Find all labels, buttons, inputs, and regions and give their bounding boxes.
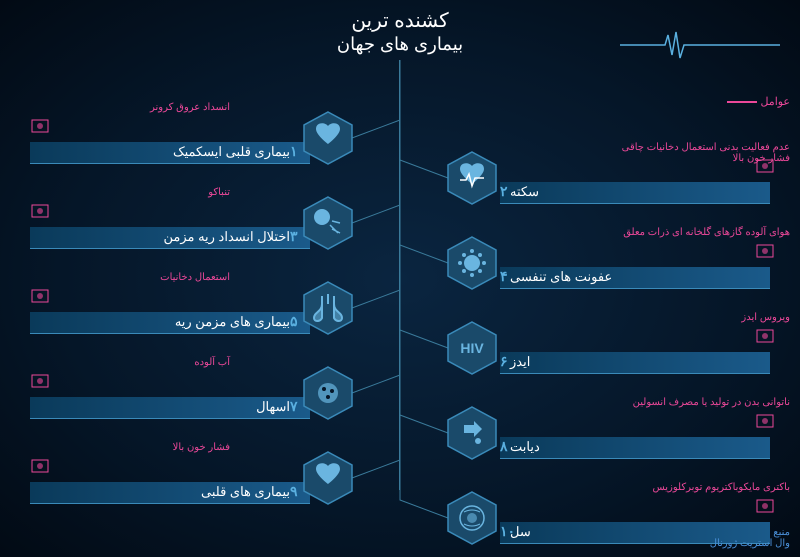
factor-icon-6 [755,326,779,351]
disease-hex-4 [444,235,500,291]
factor-icon-5 [30,286,54,311]
disease-hex-6: HIV [444,320,500,376]
legend-label: عوامل [760,96,790,108]
disease-factor-9: فشار خون بالا [30,442,230,453]
disease-rank-3: ۳ [290,228,298,245]
disease-factor-7: آب آلوده [30,357,230,368]
disease-factor-8: ناتوانی بدن در تولید یا مصرف انسولین [620,397,790,408]
source-credit: منبع وال استریت ژورنال [710,527,790,549]
disease-factor-3: تنباکو [30,187,230,198]
disease-name-9: بیماری های قلبی [201,484,290,500]
disease-name-7: اسهال [256,399,290,415]
central-connector [399,60,400,490]
page-subtitle: بیماری های جهان [0,34,800,55]
disease-factor-5: استعمال دخانیات [30,272,230,283]
disease-factor-6: ویروس ایدز [620,312,790,323]
disease-factor-4: هوای آلوده گازهای گلخانه ای ذرات معلق [620,227,790,238]
disease-rank-6: ۶ [500,353,508,370]
factor-icon-7 [30,371,54,396]
disease-hex-10 [444,490,500,546]
disease-bar-8 [500,437,770,459]
disease-rank-7: ۷ [290,398,298,415]
disease-name-1: بیماری قلبی ایسکمیک [173,144,290,160]
page-title: کشنده ترین [0,8,800,33]
legend: عوامل [723,95,790,108]
svg-text:HIV: HIV [460,340,484,356]
disease-rank-4: ۴ [500,268,508,285]
disease-rank-8: ۸ [500,438,508,455]
disease-hex-3 [300,195,356,251]
factor-icon-10 [755,496,779,521]
disease-name-4: عفونت های تنفسی [510,269,612,285]
disease-name-8: دیابت [510,439,540,455]
disease-bar-6 [500,352,770,374]
disease-bar-2 [500,182,770,204]
disease-factor-10: باکتری مایکوباکتریوم توبرکلوزیس [620,482,790,493]
disease-rank-1: ۱ [290,143,298,160]
legend-line [727,101,757,103]
disease-hex-1 [300,110,356,166]
disease-hex-8 [444,405,500,461]
disease-name-2: سکته [510,184,539,200]
factor-icon-4 [755,241,779,266]
factor-icon-1 [30,116,54,141]
disease-name-6: ایدز [510,354,530,370]
disease-name-3: اختلال انسداد ریه مزمن [163,229,290,245]
disease-rank-2: ۲ [500,183,508,200]
factor-icon-8 [755,411,779,436]
disease-hex-5 [300,280,356,336]
disease-hex-7 [300,365,356,421]
disease-rank-10: ۱۰ [500,523,515,540]
disease-rank-5: ۵ [290,313,298,330]
disease-name-5: بیماری های مزمن ریه [175,314,290,330]
factor-icon-9 [30,456,54,481]
disease-factor-2: عدم فعالیت بدنی استعمال دخانیات چاقی فشا… [620,142,790,164]
factor-icon-3 [30,201,54,226]
disease-hex-2 [444,150,500,206]
disease-factor-1: انسداد عروق کرونر [30,102,230,113]
disease-hex-9 [300,450,356,506]
disease-rank-9: ۹ [290,483,298,500]
